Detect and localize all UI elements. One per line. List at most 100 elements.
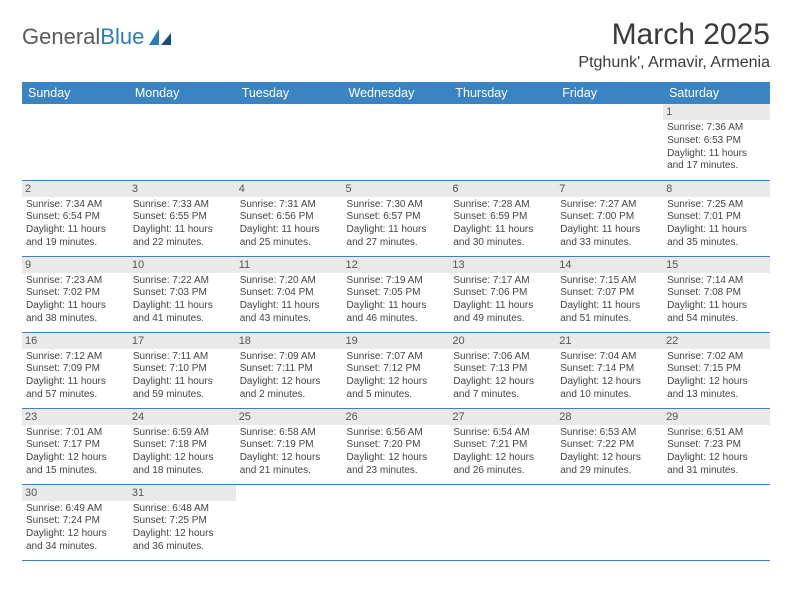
day-number: 14 bbox=[556, 257, 663, 273]
calendar-cell bbox=[556, 104, 663, 180]
title-block: March 2025 Ptghunk', Armavir, Armenia bbox=[578, 18, 770, 72]
calendar-cell: 5Sunrise: 7:30 AMSunset: 6:57 PMDaylight… bbox=[343, 180, 450, 256]
calendar-cell: 6Sunrise: 7:28 AMSunset: 6:59 PMDaylight… bbox=[449, 180, 556, 256]
daylight-text: Daylight: 12 hours and 21 minutes. bbox=[240, 452, 339, 478]
sunrise-text: Sunrise: 7:15 AM bbox=[560, 275, 659, 288]
logo-text-1: General bbox=[22, 24, 100, 50]
daylight-text: Daylight: 11 hours and 30 minutes. bbox=[453, 224, 552, 250]
location-text: Ptghunk', Armavir, Armenia bbox=[578, 54, 770, 72]
calendar-cell: 9Sunrise: 7:23 AMSunset: 7:02 PMDaylight… bbox=[22, 256, 129, 332]
sunrise-text: Sunrise: 7:04 AM bbox=[560, 351, 659, 364]
day-number: 15 bbox=[663, 257, 770, 273]
day-number: 17 bbox=[129, 333, 236, 349]
calendar-cell: 2Sunrise: 7:34 AMSunset: 6:54 PMDaylight… bbox=[22, 180, 129, 256]
sunset-text: Sunset: 7:02 PM bbox=[26, 287, 125, 300]
sunrise-text: Sunrise: 6:58 AM bbox=[240, 427, 339, 440]
logo-text-2: Blue bbox=[100, 24, 144, 50]
sunrise-text: Sunrise: 7:23 AM bbox=[26, 275, 125, 288]
day-number: 5 bbox=[343, 181, 450, 197]
header: GeneralBlue March 2025 Ptghunk', Armavir… bbox=[22, 18, 770, 72]
sunset-text: Sunset: 7:13 PM bbox=[453, 363, 552, 376]
calendar-cell: 10Sunrise: 7:22 AMSunset: 7:03 PMDayligh… bbox=[129, 256, 236, 332]
calendar-cell bbox=[236, 484, 343, 560]
calendar-cell: 13Sunrise: 7:17 AMSunset: 7:06 PMDayligh… bbox=[449, 256, 556, 332]
daylight-text: Daylight: 12 hours and 29 minutes. bbox=[560, 452, 659, 478]
calendar-cell: 20Sunrise: 7:06 AMSunset: 7:13 PMDayligh… bbox=[449, 332, 556, 408]
sunset-text: Sunset: 7:05 PM bbox=[347, 287, 446, 300]
calendar-cell: 21Sunrise: 7:04 AMSunset: 7:14 PMDayligh… bbox=[556, 332, 663, 408]
sunrise-text: Sunrise: 7:09 AM bbox=[240, 351, 339, 364]
sunrise-text: Sunrise: 7:25 AM bbox=[667, 199, 766, 212]
sunrise-text: Sunrise: 7:12 AM bbox=[26, 351, 125, 364]
sunrise-text: Sunrise: 6:53 AM bbox=[560, 427, 659, 440]
sunset-text: Sunset: 7:22 PM bbox=[560, 439, 659, 452]
sunrise-text: Sunrise: 7:01 AM bbox=[26, 427, 125, 440]
calendar-week-row: 1Sunrise: 7:36 AMSunset: 6:53 PMDaylight… bbox=[22, 104, 770, 180]
sunrise-text: Sunrise: 7:11 AM bbox=[133, 351, 232, 364]
calendar-cell bbox=[449, 104, 556, 180]
sunrise-text: Sunrise: 7:19 AM bbox=[347, 275, 446, 288]
sunset-text: Sunset: 7:15 PM bbox=[667, 363, 766, 376]
sunrise-text: Sunrise: 7:31 AM bbox=[240, 199, 339, 212]
daylight-text: Daylight: 12 hours and 23 minutes. bbox=[347, 452, 446, 478]
daylight-text: Daylight: 12 hours and 7 minutes. bbox=[453, 376, 552, 402]
sunset-text: Sunset: 7:18 PM bbox=[133, 439, 232, 452]
calendar-cell bbox=[343, 484, 450, 560]
daylight-text: Daylight: 11 hours and 35 minutes. bbox=[667, 224, 766, 250]
daylight-text: Daylight: 12 hours and 36 minutes. bbox=[133, 528, 232, 554]
calendar-cell: 24Sunrise: 6:59 AMSunset: 7:18 PMDayligh… bbox=[129, 408, 236, 484]
calendar-cell: 11Sunrise: 7:20 AMSunset: 7:04 PMDayligh… bbox=[236, 256, 343, 332]
weekday-header: Sunday bbox=[22, 82, 129, 104]
day-number: 19 bbox=[343, 333, 450, 349]
day-number: 30 bbox=[22, 485, 129, 501]
calendar-table: Sunday Monday Tuesday Wednesday Thursday… bbox=[22, 82, 770, 561]
sunrise-text: Sunrise: 7:22 AM bbox=[133, 275, 232, 288]
sunrise-text: Sunrise: 7:17 AM bbox=[453, 275, 552, 288]
sunset-text: Sunset: 6:56 PM bbox=[240, 211, 339, 224]
calendar-cell: 12Sunrise: 7:19 AMSunset: 7:05 PMDayligh… bbox=[343, 256, 450, 332]
day-number: 18 bbox=[236, 333, 343, 349]
calendar-week-row: 2Sunrise: 7:34 AMSunset: 6:54 PMDaylight… bbox=[22, 180, 770, 256]
daylight-text: Daylight: 12 hours and 26 minutes. bbox=[453, 452, 552, 478]
calendar-cell: 19Sunrise: 7:07 AMSunset: 7:12 PMDayligh… bbox=[343, 332, 450, 408]
daylight-text: Daylight: 12 hours and 18 minutes. bbox=[133, 452, 232, 478]
day-number: 27 bbox=[449, 409, 556, 425]
sunset-text: Sunset: 6:59 PM bbox=[453, 211, 552, 224]
sunset-text: Sunset: 7:23 PM bbox=[667, 439, 766, 452]
weekday-header-row: Sunday Monday Tuesday Wednesday Thursday… bbox=[22, 82, 770, 104]
calendar-cell: 29Sunrise: 6:51 AMSunset: 7:23 PMDayligh… bbox=[663, 408, 770, 484]
daylight-text: Daylight: 12 hours and 15 minutes. bbox=[26, 452, 125, 478]
sunrise-text: Sunrise: 7:02 AM bbox=[667, 351, 766, 364]
day-number: 28 bbox=[556, 409, 663, 425]
sunrise-text: Sunrise: 7:33 AM bbox=[133, 199, 232, 212]
weekday-header: Friday bbox=[556, 82, 663, 104]
daylight-text: Daylight: 12 hours and 5 minutes. bbox=[347, 376, 446, 402]
day-number: 20 bbox=[449, 333, 556, 349]
daylight-text: Daylight: 12 hours and 10 minutes. bbox=[560, 376, 659, 402]
sunset-text: Sunset: 6:53 PM bbox=[667, 135, 766, 148]
daylight-text: Daylight: 12 hours and 34 minutes. bbox=[26, 528, 125, 554]
sunset-text: Sunset: 7:14 PM bbox=[560, 363, 659, 376]
day-number: 31 bbox=[129, 485, 236, 501]
day-number: 26 bbox=[343, 409, 450, 425]
day-number: 8 bbox=[663, 181, 770, 197]
sunrise-text: Sunrise: 7:36 AM bbox=[667, 122, 766, 135]
day-number: 25 bbox=[236, 409, 343, 425]
sunset-text: Sunset: 6:55 PM bbox=[133, 211, 232, 224]
calendar-cell bbox=[129, 104, 236, 180]
sunset-text: Sunset: 7:08 PM bbox=[667, 287, 766, 300]
sunrise-text: Sunrise: 6:51 AM bbox=[667, 427, 766, 440]
calendar-cell bbox=[22, 104, 129, 180]
sunrise-text: Sunrise: 6:56 AM bbox=[347, 427, 446, 440]
sunrise-text: Sunrise: 7:07 AM bbox=[347, 351, 446, 364]
day-number: 22 bbox=[663, 333, 770, 349]
day-number: 3 bbox=[129, 181, 236, 197]
calendar-cell bbox=[556, 484, 663, 560]
day-number: 11 bbox=[236, 257, 343, 273]
daylight-text: Daylight: 11 hours and 59 minutes. bbox=[133, 376, 232, 402]
day-number: 6 bbox=[449, 181, 556, 197]
calendar-cell bbox=[449, 484, 556, 560]
sunrise-text: Sunrise: 7:30 AM bbox=[347, 199, 446, 212]
calendar-week-row: 16Sunrise: 7:12 AMSunset: 7:09 PMDayligh… bbox=[22, 332, 770, 408]
calendar-cell: 17Sunrise: 7:11 AMSunset: 7:10 PMDayligh… bbox=[129, 332, 236, 408]
